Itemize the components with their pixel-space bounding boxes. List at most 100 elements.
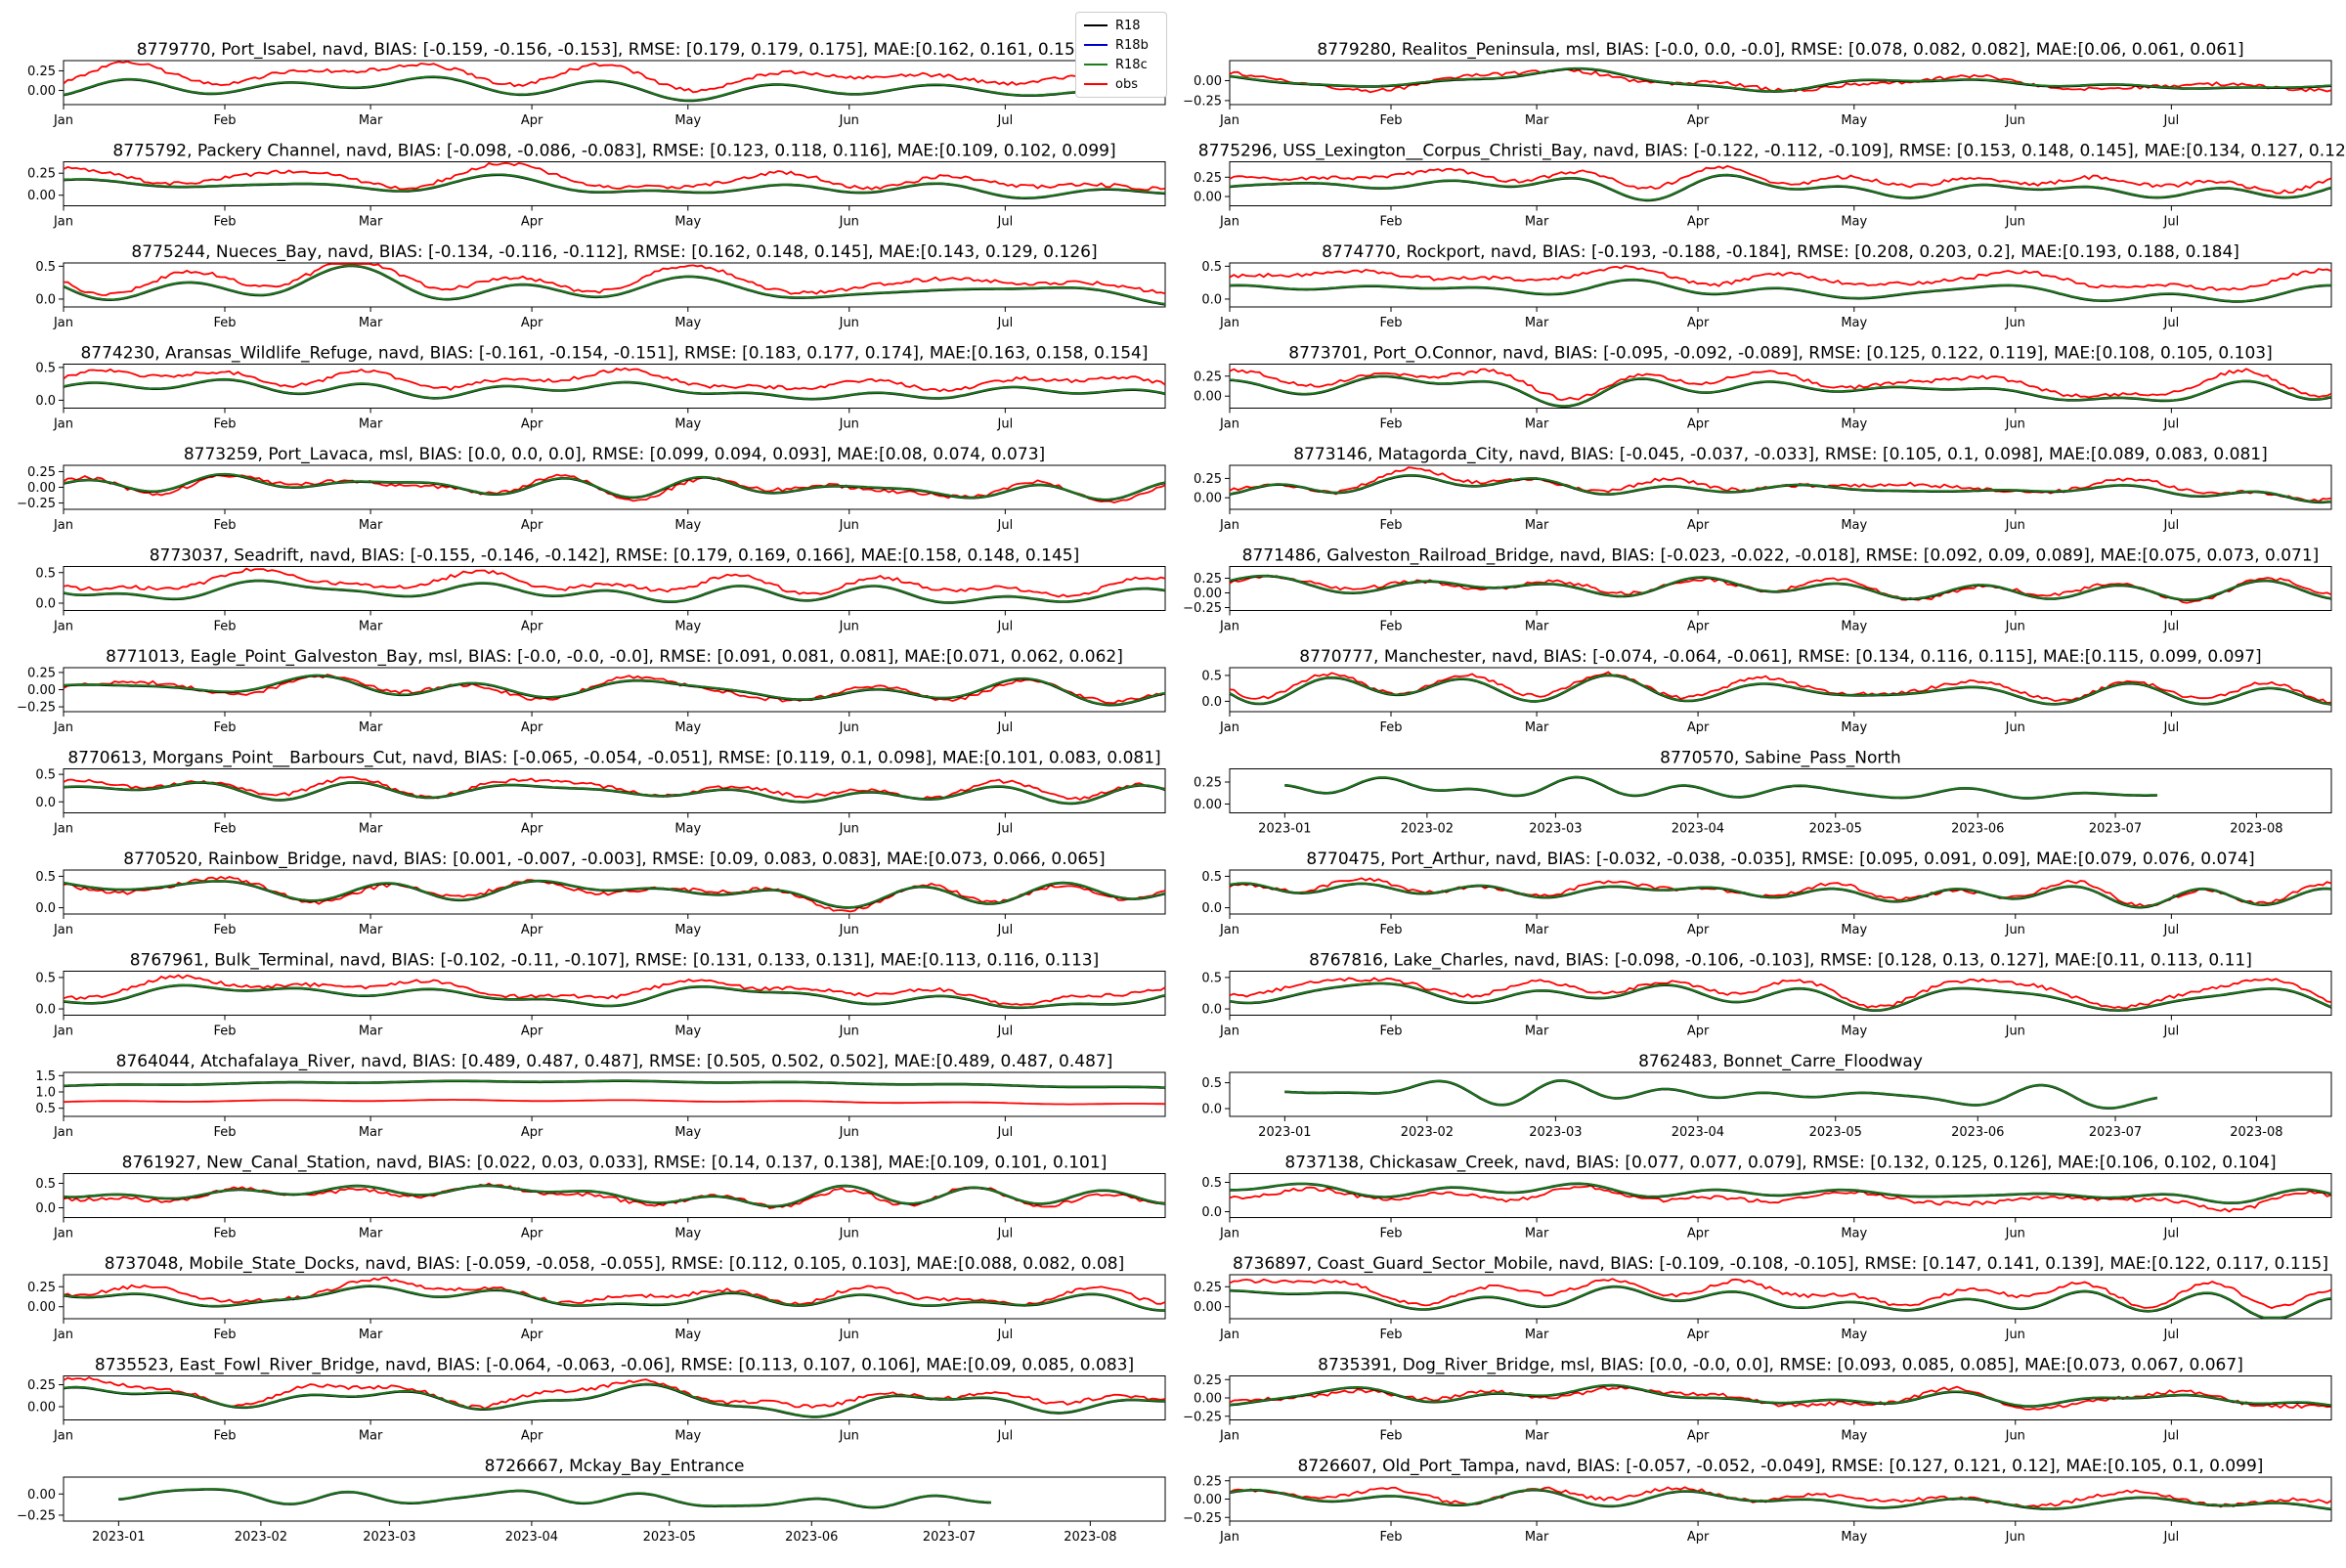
x-tick-label: Jan [1219,316,1239,330]
y-tick-label: 0.5 [1201,669,1222,683]
x-tick-label: Mar [1525,1024,1549,1039]
x-tick-label: Mar [359,1125,383,1140]
panel-frame [1229,161,2332,206]
x-tick-label: Jan [53,1227,73,1241]
y-tick-label: 0.0 [1201,292,1222,307]
series-obs-line [1229,977,2332,1010]
x-tick-label: Jan [53,215,73,230]
y-tick-label: −0.25 [1183,1410,1222,1424]
y-tick-label: 0.5 [1201,870,1222,885]
y-tick-label: 0.00 [27,189,56,203]
x-tick-label: Jun [2005,113,2025,128]
panel-frame [63,566,1166,611]
y-tick-label: 0.00 [1194,74,1222,89]
x-tick-label: Jan [53,518,73,533]
y-tick-label: 0.5 [35,1102,56,1116]
y-tick-label: 0.5 [1201,260,1222,275]
series-r18-line [63,1285,1166,1312]
x-tick-label: Jan [1219,620,1239,634]
series-r18c-line [1229,374,2332,408]
legend-item-r18c: R18c [1084,56,1148,73]
x-tick-label: Feb [1379,316,1402,330]
x-tick-label: Jan [53,720,73,735]
series-r18-line [63,879,1166,909]
panel-frame [1229,1274,2332,1320]
x-tick-label: Apr [1687,1227,1710,1241]
x-tick-label: Feb [1379,1024,1402,1039]
panel-frame [63,262,1166,308]
x-tick-label: Mar [359,822,383,837]
series-r18c-line [63,983,1166,1009]
x-tick-label: Jun [839,316,859,330]
x-tick-label: May [1841,620,1867,634]
panel-frame [1229,566,2332,611]
x-tick-label: Jan [1219,1024,1239,1039]
x-tick-label: Jun [839,518,859,533]
y-tick-label: 0.00 [1194,492,1222,506]
x-tick-label: Apr [1687,518,1710,533]
y-tick-label: 1.5 [35,1069,56,1084]
y-tick-label: 0.00 [27,84,56,99]
x-tick-label: Jun [839,720,859,735]
x-tick-label: Mar [359,620,383,634]
y-tick-label: 0.0 [35,597,56,612]
x-tick-label: Jun [2005,215,2025,230]
x-tick-label: May [1841,518,1867,533]
x-tick-label: Apr [1687,620,1710,634]
series-r18b-line [63,675,1166,706]
x-tick-label: Jun [839,1227,859,1241]
x-tick-label: 2023-05 [643,1530,696,1545]
series-r18c-line [1229,1489,2332,1510]
x-tick-label: Jul [997,316,1014,330]
series-r18c-line [63,173,1166,199]
x-tick-label: May [1841,720,1867,735]
panel-title: 8773259, Port_Lavaca, msl, BIAS: [0.0, 0… [184,445,1045,464]
x-tick-label: Mar [359,518,383,533]
series-obs-line [63,1276,1166,1307]
x-tick-label: May [674,720,701,735]
series-r18-line [63,264,1166,306]
series-r18c-line [1229,674,2332,706]
series-r18c-line [63,1382,1166,1417]
x-tick-label: Apr [1687,720,1710,735]
legend-swatch-obs [1084,83,1108,85]
panel-title: 8761927, New_Canal_Station, navd, BIAS: … [122,1154,1108,1173]
series-obs-line [63,473,1166,504]
series-r18b-line [63,75,1166,102]
legend-swatch-r18b [1084,44,1108,46]
x-tick-label: Jul [2163,1328,2180,1342]
y-tick-label: 0.5 [35,260,56,275]
series-r18c-line [63,880,1166,909]
y-tick-label: 1.0 [35,1086,56,1101]
x-tick-label: Jan [1219,215,1239,230]
x-tick-label: Apr [1687,1530,1710,1545]
x-tick-label: Jun [839,620,859,634]
panel-frame [1229,464,2332,510]
panel-frame [1229,1375,2332,1420]
panel-title: 8764044, Atchafalaya_River, navd, BIAS: … [116,1052,1113,1071]
y-tick-label: 0.25 [27,1378,56,1393]
y-tick-label: 0.25 [27,465,56,480]
x-tick-label: May [1841,1429,1867,1444]
series-r18c-line [63,1285,1165,1312]
y-tick-label: 0.5 [35,870,56,885]
x-tick-label: May [674,1227,701,1241]
x-tick-label: Feb [213,1429,236,1444]
x-tick-label: Apr [521,1125,543,1140]
series-obs-line [1229,877,2332,908]
x-tick-label: Jun [2005,620,2025,634]
series-r18c-line [1229,279,2331,303]
x-tick-label: Feb [213,923,236,937]
x-tick-label: 2023-04 [1672,1125,1724,1140]
panel-title: 8779770, Port_Isabel, navd, BIAS: [-0.15… [137,40,1092,60]
panel-title: 8770475, Port_Arthur, navd, BIAS: [-0.03… [1306,849,2254,869]
series-r18-line [1284,1079,2158,1110]
y-tick-label: 0.5 [1201,1176,1222,1191]
x-tick-label: 2023-07 [2089,822,2142,837]
x-tick-label: Mar [1525,1227,1549,1241]
x-tick-label: Feb [1379,1429,1402,1444]
y-tick-label: 0.00 [27,1488,56,1503]
series-obs-line [1229,164,2332,195]
y-tick-label: −0.25 [1183,601,1222,616]
